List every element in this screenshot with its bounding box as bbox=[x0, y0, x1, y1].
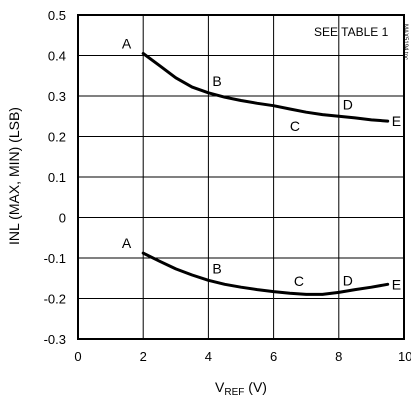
y-tick-labels: 0.5 0.4 0.3 0.2 0.1 0 -0.1 -0.2 -0.3 bbox=[44, 8, 66, 347]
y-tick-label: 0 bbox=[59, 211, 66, 226]
point-label-a: A bbox=[122, 35, 132, 51]
x-tick-label: 4 bbox=[205, 349, 212, 364]
plot-frame bbox=[77, 14, 405, 340]
x-axis-title-main: V bbox=[215, 379, 225, 395]
x-tick-label: 6 bbox=[270, 349, 277, 364]
y-tick-label: -0.1 bbox=[44, 251, 66, 266]
side-code-label: MAX5194 toc bbox=[402, 24, 408, 60]
x-tick-labels: 0 2 4 6 8 10 bbox=[74, 349, 411, 364]
x-axis-title-unit: (V) bbox=[244, 379, 267, 395]
y-tick-label: 0.1 bbox=[48, 170, 66, 185]
y-tick-label: -0.3 bbox=[44, 332, 66, 347]
see-table-note: SEE TABLE 1 bbox=[314, 25, 389, 39]
x-tick-label: 0 bbox=[74, 349, 81, 364]
inl-max-line bbox=[141, 52, 390, 123]
point-label-c: C bbox=[294, 273, 304, 289]
inl-min-line bbox=[141, 251, 390, 296]
y-tick-label: 0.2 bbox=[48, 130, 66, 145]
point-label-e: E bbox=[392, 113, 401, 129]
point-label-a: A bbox=[122, 235, 132, 251]
point-label-c: C bbox=[290, 118, 300, 134]
y-tick-label: 0.4 bbox=[48, 49, 66, 64]
point-label-b: B bbox=[212, 260, 221, 276]
x-tick-label: 10 bbox=[398, 349, 411, 364]
y-tick-label: -0.2 bbox=[44, 292, 66, 307]
y-axis-title: INL (MAX, MIN) (LSB) bbox=[6, 107, 22, 245]
x-axis-title: VREF (V) bbox=[215, 379, 267, 398]
x-axis-title-sub: REF bbox=[224, 387, 244, 398]
y-tick-label: 0.5 bbox=[48, 8, 66, 23]
grid-lines bbox=[78, 15, 404, 339]
point-label-b: B bbox=[212, 73, 221, 89]
series-group: A B C D E A B C D E bbox=[122, 35, 401, 296]
x-tick-label: 8 bbox=[335, 349, 342, 364]
point-label-d: D bbox=[343, 96, 353, 112]
point-label-e: E bbox=[392, 276, 401, 292]
point-label-d: D bbox=[343, 272, 353, 288]
y-tick-label: 0.3 bbox=[48, 89, 66, 104]
x-tick-label: 2 bbox=[140, 349, 147, 364]
